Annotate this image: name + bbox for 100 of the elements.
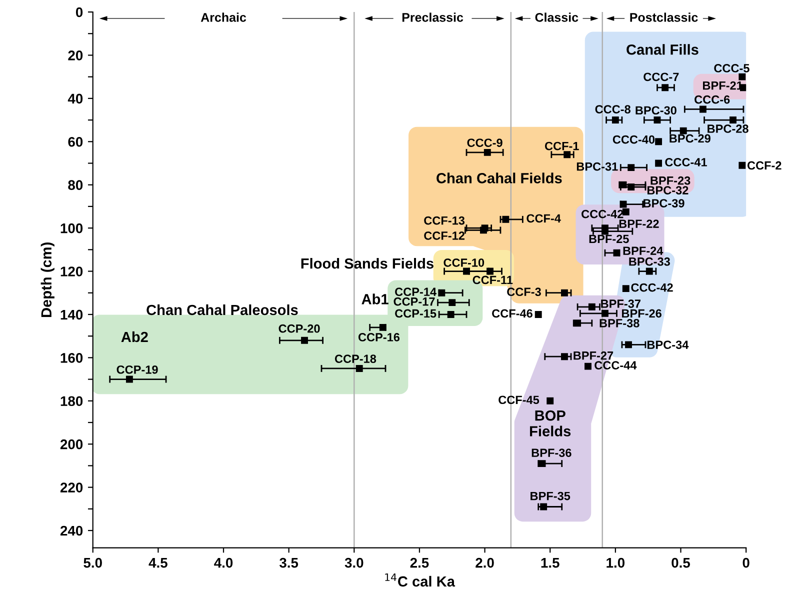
y-tick-label: 140: [60, 310, 83, 320]
annotation: BPC-32: [647, 186, 688, 195]
annotation: CCF-11: [472, 276, 513, 284]
point: [540, 503, 548, 510]
point: [463, 268, 470, 275]
annotation: CCF-45: [498, 396, 540, 404]
annotation: CCP-17: [394, 297, 435, 306]
y-tick-label: 100: [60, 223, 83, 234]
x-tick-label: 0: [742, 558, 750, 568]
y-tick-label: 80: [68, 180, 83, 190]
annotation: BOP Fields: [530, 410, 571, 436]
annotation: BPF-37: [601, 300, 640, 308]
annotation: CCP-20: [278, 324, 320, 333]
point: [379, 324, 386, 331]
point: [612, 116, 619, 124]
annotation: BPC-34: [647, 340, 689, 349]
annotation: CCF-1: [544, 142, 579, 150]
annotation: CCP-19: [116, 365, 158, 374]
point: [561, 289, 568, 296]
annotation: Postclassic: [630, 12, 698, 22]
point: [534, 310, 542, 318]
point: [730, 116, 736, 124]
y-tick-label: 240: [60, 526, 83, 536]
x-tick-label: 1.5: [541, 558, 560, 568]
annotation: CCC-7: [644, 72, 679, 82]
annotation: Classic: [535, 12, 578, 22]
annotation: CCC-6: [694, 95, 730, 104]
point: [654, 116, 661, 124]
x-tick-label: 0.5: [672, 558, 690, 568]
point: [602, 310, 608, 317]
x-tick-label: 1.0: [606, 558, 625, 568]
annotation: CCF-12: [424, 232, 464, 240]
point: [622, 285, 630, 292]
annotation: BPF-27: [574, 351, 614, 360]
point: [738, 73, 746, 80]
point: [584, 362, 592, 370]
annotation: CCF-4: [526, 214, 561, 223]
annotation: BPF-36: [532, 448, 572, 458]
annotation: BPF-24: [623, 246, 664, 255]
point: [502, 216, 510, 223]
point: [356, 365, 363, 372]
y-tick-label: 180: [60, 396, 83, 406]
annotation: CCP-15: [395, 309, 436, 318]
x-tick-label: 3.0: [344, 558, 364, 568]
y-tick-label: 0: [76, 7, 83, 18]
annotation: CCP-18: [334, 354, 376, 364]
annotation: Ab2: [121, 331, 148, 342]
point: [655, 160, 662, 167]
point: [301, 336, 308, 344]
annotation: CCC-40: [612, 135, 655, 144]
y-tick-label: 120: [60, 266, 83, 276]
x-tick-label: 2.0: [476, 558, 494, 568]
annotation: CCP-14: [395, 288, 436, 296]
annotation: Preclassic: [402, 12, 464, 22]
annotation: Canal Fills: [626, 44, 698, 55]
annotation: Flood Sands Fields: [301, 258, 434, 269]
point: [662, 84, 669, 92]
point: [447, 310, 454, 318]
annotation: BPC-29: [670, 134, 710, 143]
x-tick-label: 2.5: [410, 558, 429, 568]
annotation: CCF-13: [424, 216, 465, 225]
annotation: BPC-31: [576, 162, 618, 171]
point: [680, 127, 687, 134]
x-axis-title: $^{14}$C cal Ka: [385, 573, 456, 587]
point: [613, 249, 620, 256]
point: [561, 353, 568, 360]
annotation: CCC-9: [467, 138, 502, 147]
y-tick-label: 60: [68, 136, 83, 147]
annotation: CCC-44: [594, 361, 637, 370]
y-tick-label: 200: [60, 439, 83, 450]
x-tick-label: 3.5: [279, 558, 298, 568]
point: [564, 151, 571, 158]
point: [646, 268, 653, 275]
y-tick-label: 40: [68, 94, 83, 104]
text: CCF-2: [747, 161, 782, 170]
annotation: CCP-16: [358, 333, 400, 342]
annotation: CCC-5: [714, 64, 750, 72]
annotation: CCC-8: [595, 105, 630, 114]
point: [574, 320, 582, 327]
x-tick-label: 4.0: [214, 558, 233, 568]
annotation: BPC-39: [644, 199, 684, 208]
annotation: BPF-22: [619, 220, 659, 228]
annotation: BPC-28: [708, 124, 748, 133]
annotation: BPC-33: [629, 257, 670, 266]
point: [126, 376, 133, 383]
point: [738, 162, 746, 169]
x-tick-label: 5.0: [84, 558, 102, 568]
point: [628, 164, 635, 172]
point: [602, 228, 608, 235]
annotation: CCF-46: [492, 309, 532, 318]
point: [546, 397, 554, 404]
point: [448, 299, 456, 306]
annotation: BPF-26: [622, 309, 662, 318]
point: [484, 148, 491, 156]
y-tick-label: 220: [60, 482, 83, 492]
annotation: CCC-41: [665, 158, 707, 166]
point: [588, 303, 596, 310]
annotation: BPF-35: [530, 492, 570, 500]
annotation: BPF-23: [650, 176, 690, 185]
annotation: BPC-30: [636, 106, 676, 115]
